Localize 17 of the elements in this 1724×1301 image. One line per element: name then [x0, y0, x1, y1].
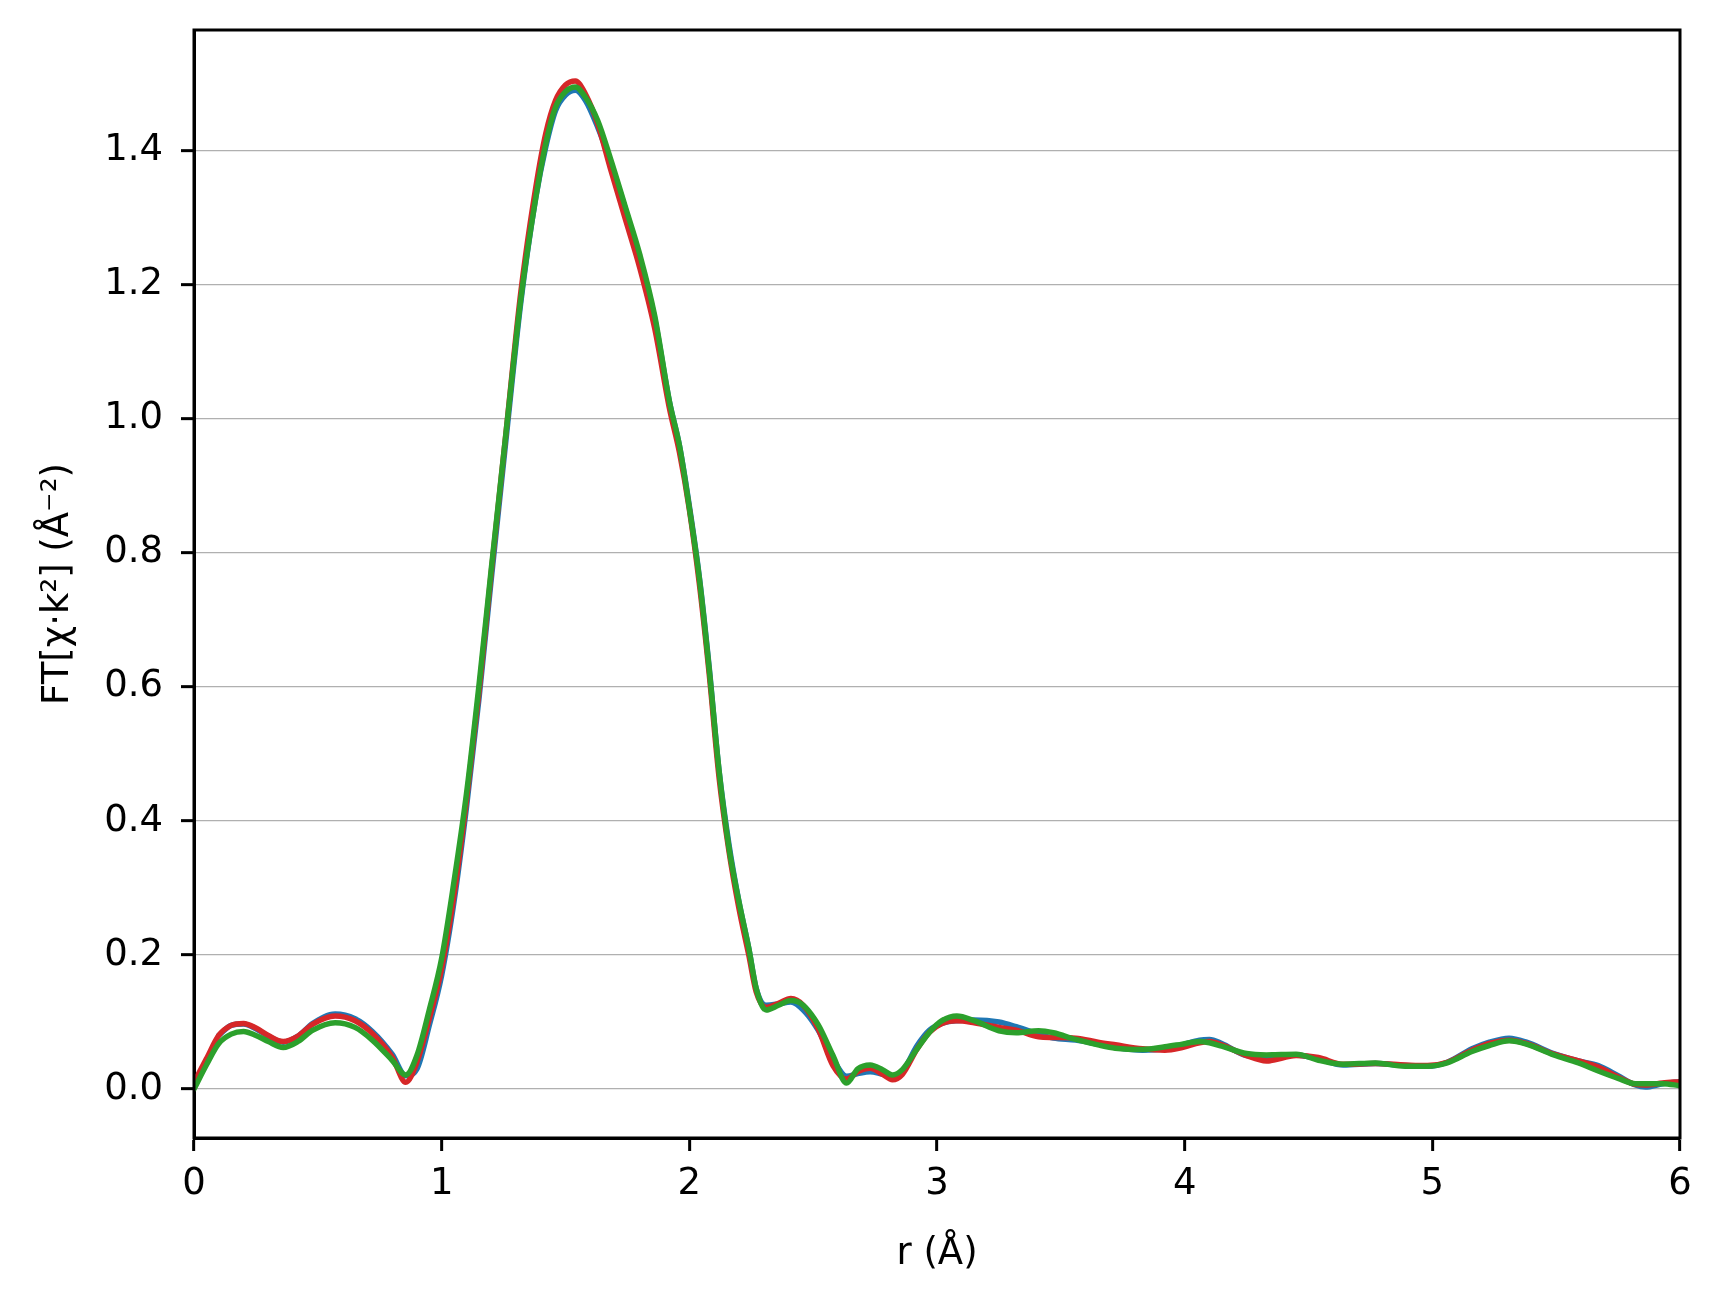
x-tick-label: 5	[1420, 1159, 1445, 1203]
y-tick-label: 1.4	[104, 126, 163, 170]
y-tick-label: 0.2	[104, 930, 163, 974]
y-tick-label: 0.6	[104, 662, 163, 706]
x-tick-label: 2	[677, 1159, 702, 1203]
y-tick-label: 1.0	[104, 394, 163, 438]
y-tick-label: 1.2	[104, 260, 163, 304]
y-tick-label: 0.4	[104, 796, 163, 840]
x-tick-label: 3	[925, 1159, 949, 1203]
x-axis-title: r (Å)	[896, 1229, 978, 1274]
x-tick-label: 4	[1172, 1159, 1197, 1203]
y-tick-label: 0.8	[104, 528, 163, 572]
x-tick-label: 6	[1668, 1159, 1692, 1203]
y-tick-label: 0.0	[104, 1064, 163, 1108]
x-tick-label: 0	[182, 1159, 206, 1203]
x-tick-label: 1	[429, 1159, 454, 1203]
y-axis-title: FT[χ·k²] (Å⁻²)	[32, 463, 77, 705]
